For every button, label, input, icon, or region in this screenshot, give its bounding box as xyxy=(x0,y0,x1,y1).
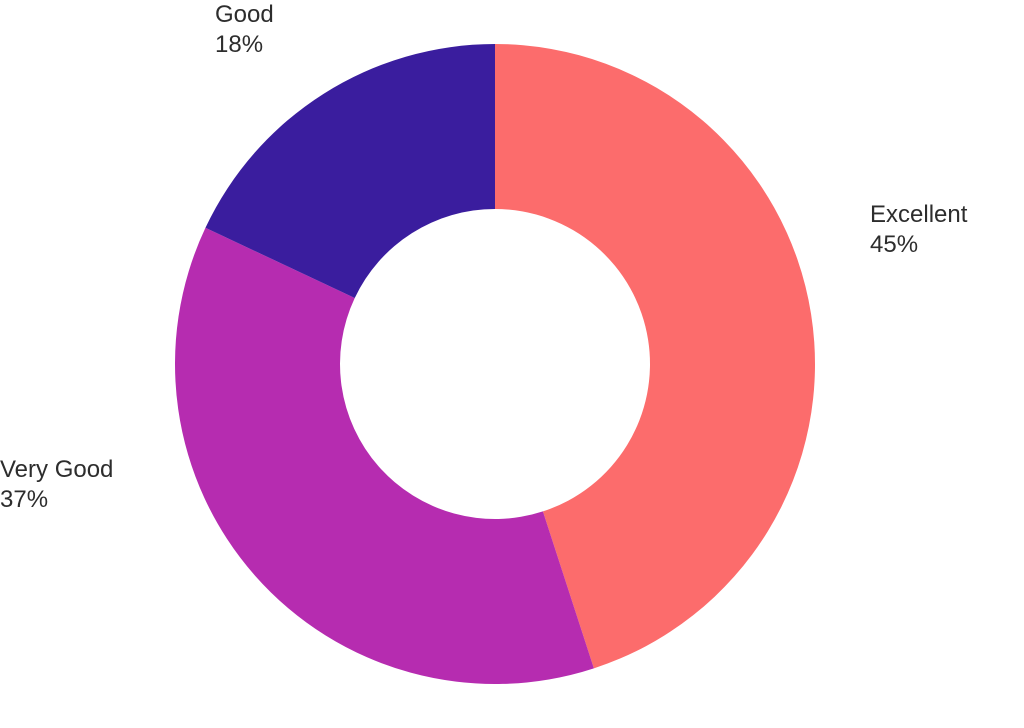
donut-slice-1 xyxy=(175,228,594,684)
slice-label-name: Good xyxy=(215,0,274,30)
slice-label-name: Excellent xyxy=(870,200,967,230)
slice-label-percent: 37% xyxy=(0,485,113,515)
slice-label-0: Excellent 45% xyxy=(870,200,967,260)
slice-label-name: Very Good xyxy=(0,455,113,485)
slice-label-percent: 18% xyxy=(215,30,274,60)
donut-chart: Excellent 45% Very Good 37% Good 18% xyxy=(0,0,1024,728)
slice-label-1: Very Good 37% xyxy=(0,455,113,515)
slice-label-percent: 45% xyxy=(870,230,967,260)
donut-svg xyxy=(0,0,1024,728)
slice-label-2: Good 18% xyxy=(215,0,274,60)
